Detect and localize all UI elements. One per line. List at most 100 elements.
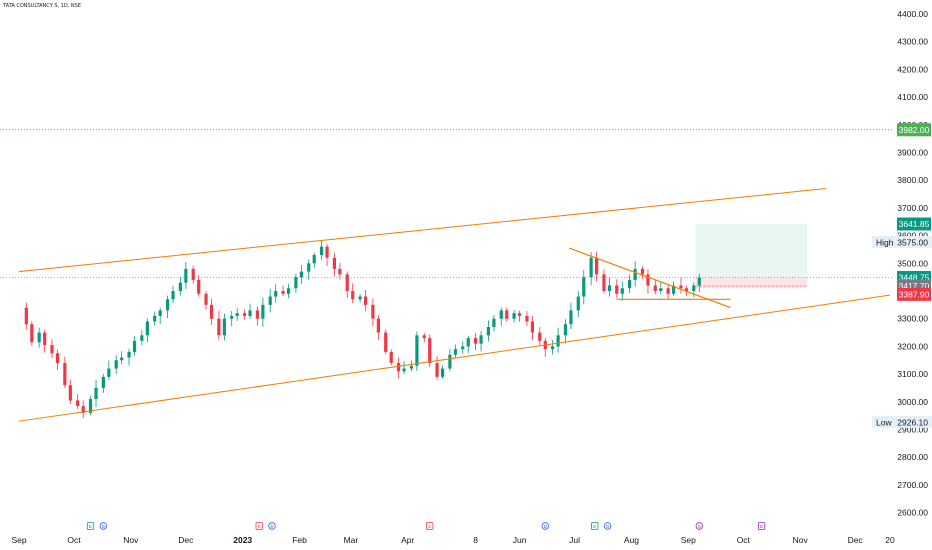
candle[interactable]: [76, 394, 80, 410]
candle[interactable]: [525, 311, 529, 326]
candle[interactable]: [165, 295, 170, 318]
candle[interactable]: [299, 265, 303, 284]
candle[interactable]: [492, 314, 496, 332]
candle[interactable]: [307, 259, 311, 280]
candle[interactable]: [114, 355, 118, 375]
candle[interactable]: [30, 321, 34, 346]
candle[interactable]: [235, 308, 239, 321]
candle[interactable]: [197, 274, 201, 297]
candle[interactable]: [351, 283, 355, 304]
candle[interactable]: [248, 303, 252, 319]
event-marker-s-icon[interactable]: S: [695, 522, 703, 530]
candle[interactable]: [679, 277, 683, 294]
candle[interactable]: [217, 310, 221, 340]
candle[interactable]: [88, 395, 93, 416]
candle[interactable]: [255, 306, 259, 326]
candle[interactable]: [286, 284, 291, 299]
candle[interactable]: [628, 274, 632, 294]
triangle-upper-line[interactable]: [568, 247, 731, 309]
candle[interactable]: [261, 297, 265, 327]
candle[interactable]: [127, 348, 131, 366]
candle[interactable]: [43, 329, 47, 353]
candle[interactable]: [607, 277, 612, 297]
candle[interactable]: [145, 318, 149, 343]
candle[interactable]: [697, 273, 701, 293]
candle[interactable]: [371, 298, 375, 327]
candle[interactable]: [615, 279, 619, 299]
candle[interactable]: [448, 348, 452, 372]
candle[interactable]: [453, 344, 458, 358]
candle[interactable]: [435, 355, 439, 380]
candle[interactable]: [312, 252, 316, 268]
candle[interactable]: [345, 271, 349, 299]
candle[interactable]: [81, 400, 85, 419]
candle[interactable]: [684, 285, 689, 296]
candle[interactable]: [640, 266, 645, 279]
candle[interactable]: [50, 339, 54, 359]
channel-lower-line[interactable]: [18, 294, 891, 422]
candle[interactable]: [440, 365, 445, 380]
candle[interactable]: [653, 279, 657, 295]
candle[interactable]: [332, 252, 336, 277]
channel-upper-line[interactable]: [18, 188, 826, 273]
candle[interactable]: [659, 281, 663, 295]
candle[interactable]: [499, 307, 503, 327]
candle[interactable]: [294, 273, 298, 293]
candle[interactable]: [319, 240, 324, 260]
candle[interactable]: [517, 310, 522, 322]
candle[interactable]: [505, 307, 509, 322]
candle[interactable]: [68, 379, 72, 405]
candle[interactable]: [204, 291, 208, 310]
candle[interactable]: [512, 309, 516, 323]
candle[interactable]: [178, 276, 182, 296]
candle[interactable]: [37, 327, 41, 348]
candle[interactable]: [589, 252, 593, 286]
candle[interactable]: [396, 357, 401, 379]
event-marker-d-icon[interactable]: D: [99, 522, 108, 530]
candle[interactable]: [209, 298, 214, 325]
event-marker-e-icon[interactable]: E: [426, 522, 434, 530]
candle[interactable]: [55, 349, 60, 370]
candle[interactable]: [191, 265, 195, 284]
candle[interactable]: [422, 332, 426, 343]
event-marker-d-icon[interactable]: D: [541, 522, 549, 530]
candle[interactable]: [338, 263, 342, 280]
candle[interactable]: [94, 380, 98, 408]
candle[interactable]: [666, 284, 670, 300]
event-marker-d-icon[interactable]: D: [268, 522, 276, 530]
event-marker-d-icon[interactable]: D: [603, 522, 612, 530]
candle[interactable]: [153, 311, 157, 326]
candle[interactable]: [409, 360, 414, 372]
candle[interactable]: [415, 331, 419, 371]
candle[interactable]: [107, 360, 111, 381]
candle[interactable]: [530, 315, 535, 341]
candle[interactable]: [281, 285, 285, 297]
candle[interactable]: [325, 243, 329, 267]
candle[interactable]: [376, 315, 381, 340]
event-marker-e-icon[interactable]: E: [86, 522, 95, 530]
candle[interactable]: [120, 351, 124, 365]
candle[interactable]: [461, 341, 465, 354]
candle[interactable]: [140, 329, 144, 346]
candle[interactable]: [563, 319, 568, 344]
candle[interactable]: [184, 261, 188, 289]
candle[interactable]: [466, 335, 470, 354]
candle[interactable]: [620, 281, 624, 301]
candle[interactable]: [132, 335, 137, 356]
candle[interactable]: [576, 291, 580, 317]
candle[interactable]: [268, 288, 272, 313]
candle[interactable]: [389, 349, 393, 366]
candle[interactable]: [230, 311, 234, 327]
candle[interactable]: [672, 281, 676, 297]
candle[interactable]: [569, 302, 573, 329]
event-marker-e-icon[interactable]: E: [758, 522, 766, 530]
candle[interactable]: [479, 331, 483, 352]
candle[interactable]: [101, 373, 105, 393]
candle[interactable]: [538, 327, 542, 346]
candle[interactable]: [595, 251, 599, 282]
candle[interactable]: [602, 269, 606, 294]
candle[interactable]: [633, 261, 637, 287]
candle[interactable]: [486, 320, 491, 342]
